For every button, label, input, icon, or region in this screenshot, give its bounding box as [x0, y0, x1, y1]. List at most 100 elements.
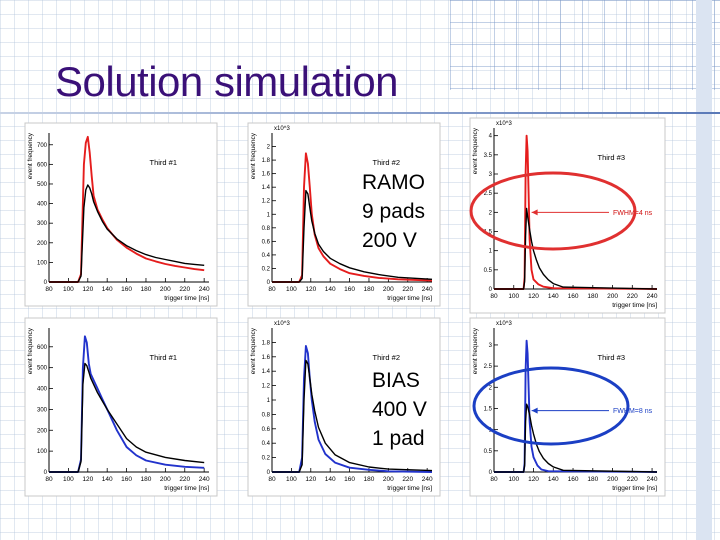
y-tick-label: 200	[37, 428, 48, 434]
y-tick-label: 3.5	[484, 153, 493, 159]
y-multiplier-label: x10^3	[274, 126, 290, 132]
chart-frame	[469, 117, 666, 314]
corner-grid-decoration	[450, 0, 720, 90]
chart-panel-3: 80 100 120 140 160 180 200 220 240 0 0.5 1 1.5 2 2.5 3 3…	[469, 117, 666, 314]
y-tick-label: 1.4	[262, 369, 271, 375]
y-tick-label: 3	[489, 343, 493, 349]
x-tick-label: 160	[568, 476, 579, 483]
y-tick-label: 2.5	[484, 191, 493, 197]
x-tick-label: 200	[607, 293, 618, 300]
y-tick-label: 0.4	[262, 441, 271, 447]
x-tick-label: 140	[548, 293, 559, 300]
x-tick-label: 160	[568, 293, 579, 300]
y-axis-label: event frequency	[250, 132, 257, 179]
y-tick-label: 1.6	[262, 355, 271, 361]
bias-annotation: BIAS 400 V 1 pad	[372, 366, 427, 453]
x-tick-label: 120	[82, 286, 93, 293]
y-tick-label: 0.5	[484, 449, 493, 455]
x-tick-label: 220	[179, 476, 190, 483]
x-tick-label: 80	[490, 293, 498, 300]
x-tick-label: 220	[627, 476, 638, 483]
y-tick-label: 1.5	[484, 230, 493, 236]
x-tick-label: 120	[305, 286, 316, 293]
plot-title: Third #2	[372, 158, 400, 167]
y-axis-label: event frequency	[472, 327, 479, 374]
fwhm-arrowhead	[531, 209, 538, 216]
y-axis-label: event frequency	[27, 327, 34, 374]
y-tick-label: 0.2	[262, 456, 271, 462]
x-tick-label: 180	[587, 293, 598, 300]
x-axis-label: trigger time [ns]	[164, 485, 209, 492]
x-axis-label: trigger time [ns]	[164, 295, 209, 302]
y-tick-label: 0	[44, 470, 48, 476]
y-tick-label: 400	[37, 202, 48, 208]
x-tick-label: 200	[160, 286, 171, 293]
chart-panel-1: 80 100 120 140 160 180 200 220 240 0 100 200 300 400 5…	[24, 122, 218, 307]
y-tick-label: 1.8	[262, 158, 271, 164]
series-line-ramo-comparison	[49, 184, 205, 283]
x-axis-label: trigger time [ns]	[387, 485, 432, 492]
y-tick-label: 500	[37, 182, 48, 188]
x-tick-label: 160	[344, 286, 355, 293]
ramo-line-1: RAMO	[362, 171, 425, 194]
x-tick-label: 80	[268, 286, 276, 293]
y-axis-label: event frequency	[250, 327, 257, 374]
x-tick-label: 140	[325, 476, 336, 483]
x-tick-label: 180	[141, 476, 152, 483]
chart-frame	[469, 317, 666, 497]
x-tick-label: 200	[160, 476, 171, 483]
y-tick-label: 0	[489, 470, 493, 476]
x-tick-label: 220	[402, 286, 413, 293]
x-tick-label: 240	[199, 286, 210, 293]
bias-line-1: BIAS	[372, 369, 420, 392]
x-tick-label: 100	[286, 286, 297, 293]
x-tick-label: 240	[647, 293, 658, 300]
y-tick-label: 3	[489, 172, 493, 178]
ramo-line-3: 200 V	[362, 229, 417, 252]
chart-panel-5: 80 100 120 140 160 180 200 220 240 0 0.2 0.4 0.6 0.8 1…	[247, 317, 441, 497]
y-tick-label: 2	[489, 385, 493, 391]
y-tick-label: 0.2	[262, 266, 271, 272]
series-line-ramo-comparison	[494, 207, 658, 290]
chart-frame	[247, 122, 441, 307]
y-tick-label: 0	[489, 287, 493, 293]
x-tick-label: 100	[508, 293, 519, 300]
x-tick-label: 240	[422, 476, 433, 483]
y-tick-label: 200	[37, 241, 48, 247]
y-tick-label: 1.2	[262, 384, 271, 390]
x-tick-label: 140	[102, 476, 113, 483]
right-edge-bar	[696, 0, 712, 540]
y-tick-label: 1.4	[262, 185, 271, 191]
x-tick-label: 200	[383, 286, 394, 293]
x-tick-label: 100	[286, 476, 297, 483]
series-line-ramo	[49, 135, 205, 283]
x-tick-label: 80	[45, 476, 53, 483]
x-tick-label: 140	[102, 286, 113, 293]
y-tick-label: 1	[267, 212, 271, 218]
y-tick-label: 400	[37, 387, 48, 393]
x-tick-label: 240	[199, 476, 210, 483]
x-tick-label: 200	[607, 476, 618, 483]
y-tick-label: 500	[37, 366, 48, 372]
fwhm-label: FWHM=8 ns	[613, 408, 653, 415]
x-axis-label: trigger time [ns]	[612, 302, 657, 309]
y-tick-label: 1.6	[262, 172, 271, 178]
y-tick-label: 0	[267, 280, 271, 286]
x-tick-label: 120	[528, 293, 539, 300]
y-tick-label: 4	[489, 134, 493, 140]
x-tick-label: 220	[627, 293, 638, 300]
x-tick-label: 80	[45, 286, 53, 293]
plot-title: Third #3	[597, 153, 625, 162]
y-tick-label: 1.8	[262, 340, 271, 346]
x-tick-label: 240	[422, 286, 433, 293]
y-tick-label: 1.2	[262, 199, 271, 205]
plot-title: Third #1	[149, 158, 177, 167]
x-tick-label: 180	[364, 286, 375, 293]
fwhm-arrowhead	[531, 407, 538, 414]
x-tick-label: 180	[364, 476, 375, 483]
y-tick-label: 600	[37, 162, 48, 168]
x-tick-label: 220	[179, 286, 190, 293]
bias-line-2: 400 V	[372, 398, 427, 421]
x-tick-label: 200	[383, 476, 394, 483]
